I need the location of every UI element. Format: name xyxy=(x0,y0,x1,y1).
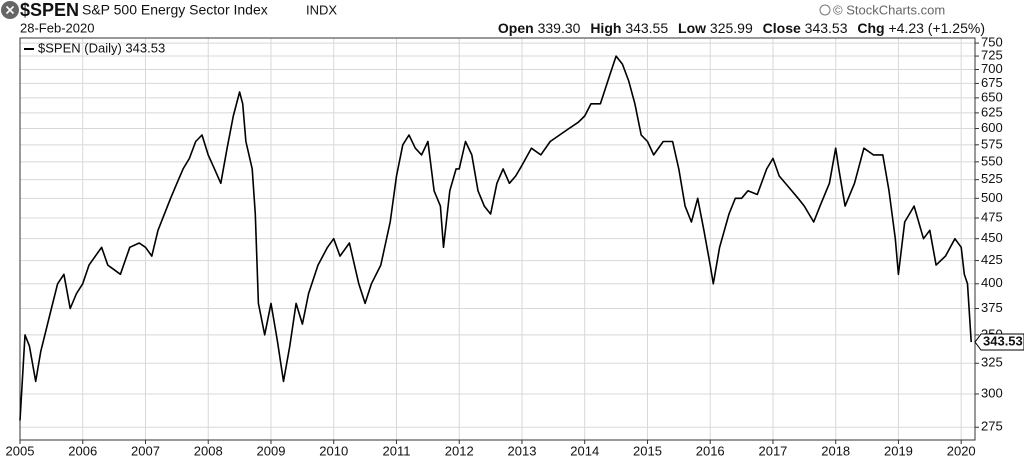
y-tick-label: 325 xyxy=(981,355,1003,370)
y-tick-label: 425 xyxy=(981,252,1003,267)
x-tick-label: 2010 xyxy=(319,443,348,458)
y-tick-label: 600 xyxy=(981,120,1003,135)
y-tick-label: 550 xyxy=(981,153,1003,168)
ohlc: Open 339.30 High 343.55 Low 325.99 Close… xyxy=(498,20,985,36)
logo-icon xyxy=(819,4,831,16)
chg-label: Chg xyxy=(857,20,884,36)
index-name: S&P 500 Energy Sector Index xyxy=(82,2,268,18)
close-icon-cross[interactable] xyxy=(5,5,15,15)
x-tick-label: 2007 xyxy=(131,443,160,458)
chg: +4.23 (+1.25%) xyxy=(888,20,985,36)
y-tick-label: 375 xyxy=(981,300,1003,315)
y-tick-label: 525 xyxy=(981,171,1003,186)
legend-label: $SPEN (Daily) 343.53 xyxy=(38,40,165,55)
y-tick-label: 750 xyxy=(981,35,1003,50)
plot-border xyxy=(19,37,976,441)
x-tick-label: 2011 xyxy=(382,443,410,458)
x-tick-label: 2015 xyxy=(633,443,662,458)
x-tick-label: 2017 xyxy=(758,443,787,458)
x-tick-label: 2013 xyxy=(508,443,537,458)
last-value-label: 343.53 xyxy=(983,333,1023,348)
open: 339.30 xyxy=(538,20,581,36)
source: © StockCharts.com xyxy=(833,2,945,17)
symbol: $SPEN xyxy=(20,0,79,20)
y-tick-label: 475 xyxy=(981,209,1003,224)
high: 343.55 xyxy=(625,20,668,36)
price-line xyxy=(19,55,972,421)
x-tick-label: 2012 xyxy=(445,443,474,458)
open-label: Open xyxy=(498,20,534,36)
y-tick-label: 625 xyxy=(981,104,1003,119)
close: 343.53 xyxy=(805,20,848,36)
y-tick-label: 725 xyxy=(981,47,1003,62)
x-tick-label: 2005 xyxy=(6,443,35,458)
x-tick-label: 2019 xyxy=(884,443,913,458)
y-tick-label: 575 xyxy=(981,136,1003,151)
high-label: High xyxy=(590,20,621,36)
y-tick-label: 450 xyxy=(981,230,1003,245)
low-label: Low xyxy=(678,20,706,36)
close-label: Close xyxy=(763,20,801,36)
x-tick-label: 2020 xyxy=(947,443,976,458)
y-tick-label: 700 xyxy=(981,61,1003,76)
x-tick-label: 2009 xyxy=(257,443,286,458)
x-tick-label: 2016 xyxy=(696,443,725,458)
exchange: INDX xyxy=(306,2,337,17)
y-tick-label: 300 xyxy=(981,385,1003,400)
date: 28-Feb-2020 xyxy=(20,20,94,35)
last-value-box xyxy=(974,333,1024,351)
y-tick-label: 650 xyxy=(981,89,1003,104)
x-tick-label: 2014 xyxy=(570,443,599,458)
x-tick-label: 2018 xyxy=(821,443,850,458)
x-tick-label: 2006 xyxy=(68,443,97,458)
y-tick-label: 400 xyxy=(981,275,1003,290)
y-tick-label: 675 xyxy=(981,75,1003,90)
y-tick-label: 275 xyxy=(981,419,1003,434)
x-tick-label: 2008 xyxy=(194,443,223,458)
y-tick-label: 500 xyxy=(981,190,1003,205)
low: 325.99 xyxy=(710,20,753,36)
